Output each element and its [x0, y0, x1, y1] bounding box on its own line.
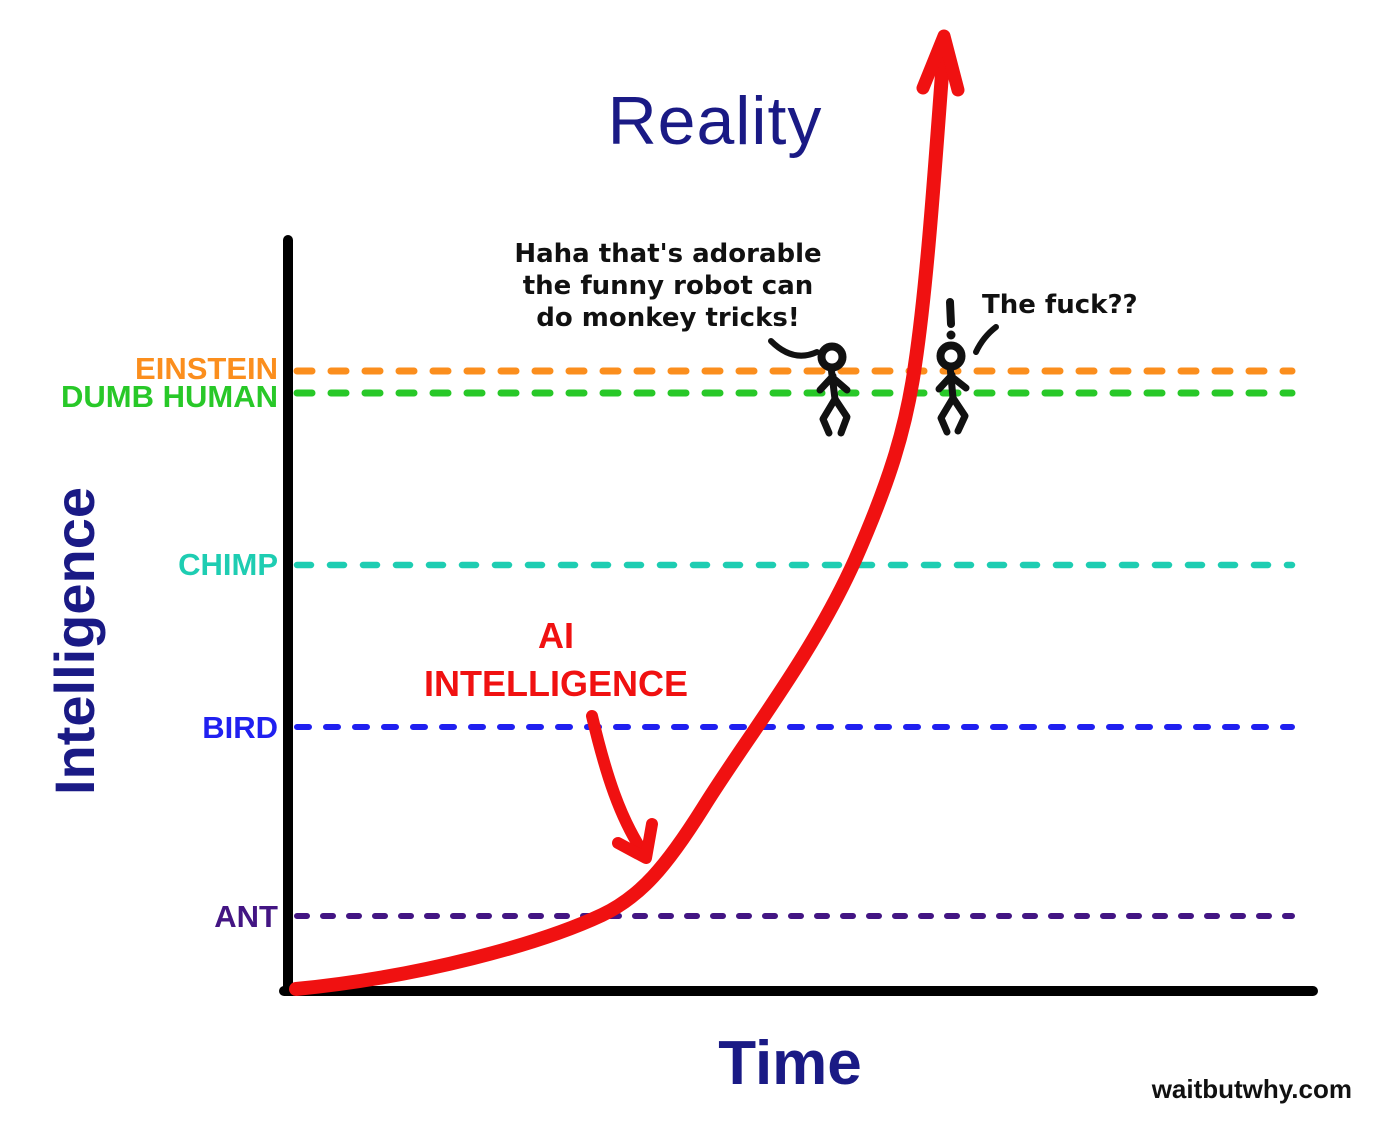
dumb-human-label: DUMB HUMAN	[61, 379, 278, 414]
chart-title: Reality	[607, 83, 823, 159]
watermark: waitbutwhy.com	[1151, 1074, 1352, 1104]
speech-line-1: Haha that's adorable	[514, 239, 822, 269]
ai-label-arrowhead	[612, 818, 658, 864]
ai-label-arrow	[586, 710, 650, 860]
exclamation-mark-icon	[946, 298, 955, 328]
ant-label: ANT	[214, 899, 278, 934]
ai-curve-arrowhead	[916, 29, 965, 97]
y-axis-label: Intelligence	[43, 486, 106, 796]
right-figure-body	[946, 362, 957, 402]
left-speech-bubble: Haha that's adorable the funny robot can…	[458, 238, 878, 334]
einstein-label: EINSTEIN	[135, 351, 278, 386]
ai-label-line-2: INTELLIGENCE	[423, 663, 688, 704]
left-stick-figure	[768, 338, 851, 437]
right-speech-tail	[973, 324, 999, 355]
speech-line-3: do monkey tricks!	[536, 303, 800, 333]
ai-intelligence-curve	[289, 41, 951, 996]
exclamation-dot	[946, 330, 956, 340]
right-figure-arms	[935, 371, 970, 393]
ai-label-line-1: AI	[538, 615, 574, 656]
left-figure-body	[827, 363, 839, 403]
bird-label: BIRD	[202, 710, 278, 745]
left-speech-tail	[768, 338, 820, 359]
x-axis-label: Time	[718, 1029, 862, 1098]
right-speech-bubble: The fuck??	[982, 290, 1138, 320]
left-figure-arms	[816, 372, 851, 394]
right-figure-legs	[937, 394, 969, 436]
right-stick-figure	[935, 298, 999, 436]
left-figure-legs	[819, 395, 851, 437]
speech-line-2: the funny robot can	[522, 271, 814, 301]
ai-intelligence-label: AI INTELLIGENCE	[406, 612, 706, 708]
chimp-label: CHIMP	[178, 547, 278, 582]
